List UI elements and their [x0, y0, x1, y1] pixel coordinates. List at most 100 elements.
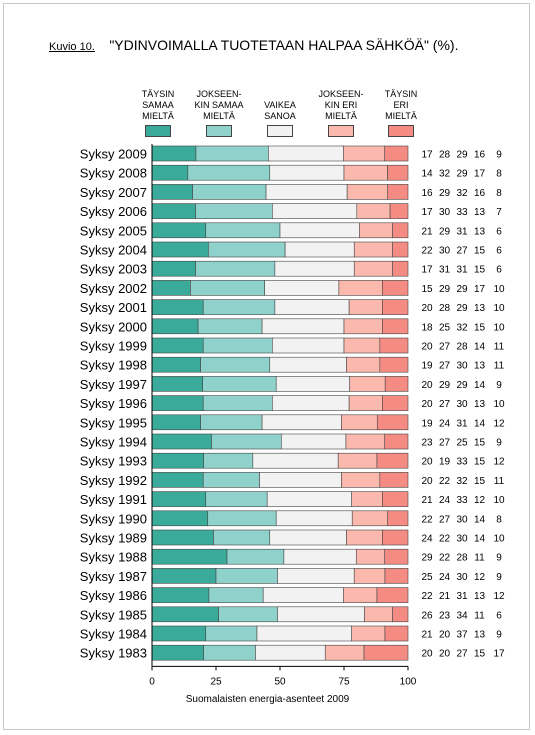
bar-segment — [151, 491, 207, 507]
row-label: Syksy 1995 — [80, 415, 147, 430]
value-label: 15 — [474, 265, 486, 276]
bar-segment — [266, 491, 352, 507]
bar-segment — [376, 414, 409, 431]
bar-segment — [343, 164, 388, 181]
value-label: 29 — [456, 169, 468, 180]
bar-segment — [151, 625, 207, 642]
bar-segment — [389, 203, 409, 219]
bar-segment — [277, 568, 355, 584]
row-label: Syksy 1985 — [80, 607, 147, 622]
value-label: 11 — [494, 476, 505, 487]
value-label: 30 — [439, 207, 451, 218]
row-label: Syksy 1987 — [80, 569, 147, 584]
bar-segment — [261, 414, 342, 431]
value-label: 12 — [474, 495, 486, 506]
bar-segment — [348, 299, 383, 315]
value-label: 28 — [456, 342, 468, 353]
bar-segment — [252, 452, 339, 469]
row-label: Syksy 1993 — [80, 454, 147, 469]
value-label: 9 — [496, 438, 502, 449]
bar-segment — [341, 414, 378, 431]
value-label: 19 — [421, 418, 433, 429]
legend-swatch-3 — [267, 125, 293, 137]
value-label: 20 — [421, 342, 433, 353]
bar-segment — [392, 260, 409, 277]
row-label: Syksy 1988 — [80, 550, 147, 565]
bar-segment — [202, 376, 277, 392]
value-label: 7 — [496, 207, 502, 218]
bar-segment — [151, 145, 197, 162]
value-label: 13 — [474, 399, 486, 410]
bar-segment — [382, 280, 409, 296]
value-label: 28 — [456, 553, 468, 564]
row-label: Syksy 1992 — [80, 473, 147, 488]
bar-segment — [259, 472, 342, 488]
value-label: 30 — [456, 534, 468, 545]
value-label: 28 — [439, 303, 451, 314]
bar-segment — [200, 356, 271, 373]
bar-segment — [261, 318, 345, 335]
figure-frame — [3, 3, 530, 730]
bar-segment — [151, 260, 196, 277]
value-label: 15 — [474, 246, 486, 257]
value-label: 24 — [439, 572, 451, 583]
bar-segment — [269, 164, 345, 181]
bar-segment — [392, 241, 409, 258]
value-label: 23 — [439, 610, 451, 621]
bar-segment — [384, 433, 409, 450]
bar-segment — [203, 644, 256, 661]
value-label: 21 — [421, 226, 433, 237]
bar-segment — [151, 414, 201, 431]
value-label: 29 — [439, 284, 451, 295]
value-label: 10 — [493, 322, 505, 333]
value-label: 14 — [474, 534, 486, 545]
value-label: 23 — [421, 438, 433, 449]
bar-segment — [351, 510, 389, 527]
row-label: Syksy 2003 — [80, 262, 147, 277]
row-label: Syksy 2000 — [80, 319, 147, 334]
bar-segment — [195, 203, 273, 219]
bar-segment — [218, 606, 278, 623]
bar-segment — [353, 260, 393, 277]
bar-segment — [272, 337, 345, 354]
value-label: 14 — [474, 514, 486, 525]
legend-item-4: JOKSEEN- KIN ERI MIELTÄ — [309, 76, 373, 137]
row-label: Syksy 1991 — [80, 492, 147, 507]
bar-segment — [376, 587, 409, 603]
figure-title-row: Kuvio 10. "YDINVOIMALLA TUOTETAAN HALPAA… — [49, 37, 458, 55]
bar-segment — [151, 395, 204, 411]
bar-segment — [384, 625, 409, 642]
value-label: 22 — [421, 591, 433, 602]
value-label: 27 — [439, 514, 451, 525]
bar-segment — [392, 606, 409, 623]
row-label: Syksy 1999 — [80, 339, 147, 354]
legend-label-1: TÄYSIN SAMAA MIELTÄ — [141, 89, 175, 121]
bar-segment — [213, 529, 271, 546]
value-label: 15 — [474, 438, 486, 449]
legend-swatch-5 — [388, 125, 414, 137]
figure-title: "YDINVOIMALLA TUOTETAAN HALPAA SÄHKÖÄ" (… — [109, 37, 459, 53]
row-label: Syksy 2007 — [80, 185, 147, 200]
legend-label-4: JOKSEEN- KIN ERI MIELTÄ — [318, 89, 364, 121]
value-label: 11 — [494, 361, 505, 372]
value-label: 29 — [456, 284, 468, 295]
x-tick-label: 0 — [149, 676, 155, 687]
bar-segment — [387, 184, 409, 200]
row-label: Syksy 1986 — [80, 588, 147, 603]
value-label: 8 — [496, 188, 502, 199]
value-label: 13 — [474, 226, 486, 237]
bar-segment — [151, 241, 209, 258]
bar-segment — [256, 625, 352, 642]
value-label: 29 — [439, 226, 451, 237]
value-label: 28 — [439, 150, 451, 161]
bar-segment — [151, 472, 204, 488]
value-label: 21 — [439, 591, 451, 602]
value-label: 27 — [439, 342, 451, 353]
value-label: 20 — [439, 630, 451, 641]
value-label: 22 — [439, 476, 451, 487]
value-label: 26 — [421, 610, 433, 621]
bar-segment — [382, 299, 409, 315]
value-label: 37 — [456, 630, 468, 641]
legend-label-2: JOKSEEN- KIN SAMAA MIELTÄ — [194, 89, 244, 121]
value-label: 9 — [496, 150, 502, 161]
